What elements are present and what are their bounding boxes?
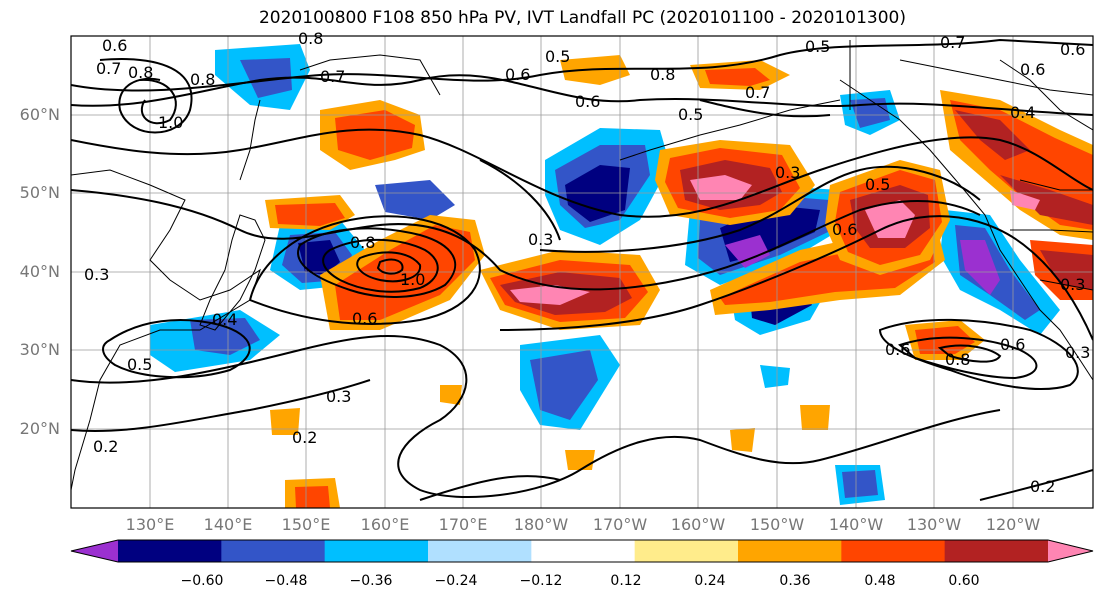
contour-label: 0.6 bbox=[352, 309, 377, 328]
lon-label: 120°W bbox=[985, 515, 1041, 534]
contour-label: 1.0 bbox=[158, 113, 183, 132]
contour-label: 0.5 bbox=[865, 175, 890, 194]
contour-label: 0.7 bbox=[96, 59, 121, 78]
contour-label: 0.6 bbox=[885, 340, 910, 359]
contour-label: 0.8 bbox=[650, 65, 675, 84]
lon-label: 180°W bbox=[513, 515, 569, 534]
lon-label: 150°W bbox=[749, 515, 805, 534]
contour-label: 0.6 bbox=[1060, 40, 1085, 59]
contour-label: 0.3 bbox=[528, 230, 553, 249]
colorbar-tick: 0.12 bbox=[610, 573, 642, 589]
contour-label: 0.3 bbox=[1060, 275, 1085, 294]
lat-label: 20°N bbox=[19, 419, 60, 438]
shaded-fields bbox=[150, 44, 1093, 508]
contour-label: 0.6 bbox=[1000, 335, 1025, 354]
contour-label: 0.8 bbox=[945, 350, 970, 369]
contour-lines bbox=[71, 38, 1093, 501]
contour-label: 0.4 bbox=[212, 310, 237, 329]
contour-label: 0.3 bbox=[775, 163, 800, 182]
colorbar-tick: −0.24 bbox=[434, 573, 478, 589]
contour-label: 0.2 bbox=[292, 428, 317, 447]
contour-label: 0.2 bbox=[93, 437, 118, 456]
contour-label: 0.6 bbox=[1020, 60, 1045, 79]
colorbar-tick: 0.36 bbox=[779, 573, 811, 589]
lon-label: 140°W bbox=[828, 515, 884, 534]
lon-label: 170°W bbox=[592, 515, 648, 534]
contour-label: 0.2 bbox=[1030, 477, 1055, 496]
contour-label: 0.3 bbox=[326, 387, 351, 406]
contour-label: 0.8 bbox=[350, 233, 375, 252]
colorbar-tick: 0.48 bbox=[864, 573, 896, 589]
contour-label: 0.5 bbox=[678, 105, 703, 124]
contour-label: 0.8 bbox=[128, 63, 153, 82]
lat-label: 50°N bbox=[19, 183, 60, 202]
lon-label: 170°E bbox=[438, 515, 488, 534]
colorbar-tick: −0.60 bbox=[180, 573, 224, 589]
lon-label: 130°E bbox=[125, 515, 175, 534]
coastlines bbox=[71, 40, 1093, 491]
contour-label: 0.7 bbox=[745, 83, 770, 102]
colorbar-tick: −0.12 bbox=[519, 573, 563, 589]
colorbar-tick: 0.60 bbox=[948, 573, 980, 589]
contour-label: 0.8 bbox=[190, 70, 215, 89]
contour-label: 0.3 bbox=[1065, 343, 1090, 362]
contour-label-group: 0.6 0.7 0.8 0.8 0.8 0.7 0.6 0.5 0.6 0.8 … bbox=[84, 29, 1090, 496]
contour-label: 0.4 bbox=[1010, 103, 1035, 122]
contour-label: 0.7 bbox=[320, 67, 345, 86]
contour-label: 0.6 bbox=[505, 65, 530, 84]
contour-label: 0.5 bbox=[545, 47, 570, 66]
map-frame bbox=[70, 35, 1094, 509]
contour-label: 0.7 bbox=[940, 33, 965, 52]
contour-label: 0.6 bbox=[102, 36, 127, 55]
lat-label: 60°N bbox=[19, 105, 60, 124]
colorbar-tick: 0.24 bbox=[694, 573, 726, 589]
contour-label: 0.5 bbox=[805, 37, 830, 56]
contour-label: 0.8 bbox=[298, 29, 323, 48]
lat-label: 40°N bbox=[19, 262, 60, 281]
positive-anomaly-regions bbox=[265, 55, 1093, 508]
lon-label: 140°E bbox=[203, 515, 253, 534]
contour-label: 0.6 bbox=[832, 220, 857, 239]
contour-label: 0.3 bbox=[84, 265, 109, 284]
lon-label: 130°W bbox=[906, 515, 962, 534]
map-title: 2020100800 F108 850 hPa PV, IVT Landfall… bbox=[258, 8, 906, 28]
lon-label: 150°E bbox=[281, 515, 331, 534]
contour-label: 0.6 bbox=[575, 92, 600, 111]
contour-label: 0.5 bbox=[127, 355, 152, 374]
contour-label: 1.0 bbox=[400, 270, 425, 289]
lon-label: 160°E bbox=[360, 515, 410, 534]
lon-label: 160°W bbox=[670, 515, 726, 534]
lat-label: 30°N bbox=[19, 340, 60, 359]
colorbar-tick: −0.48 bbox=[264, 573, 308, 589]
colorbar-tick: −0.36 bbox=[349, 573, 393, 589]
